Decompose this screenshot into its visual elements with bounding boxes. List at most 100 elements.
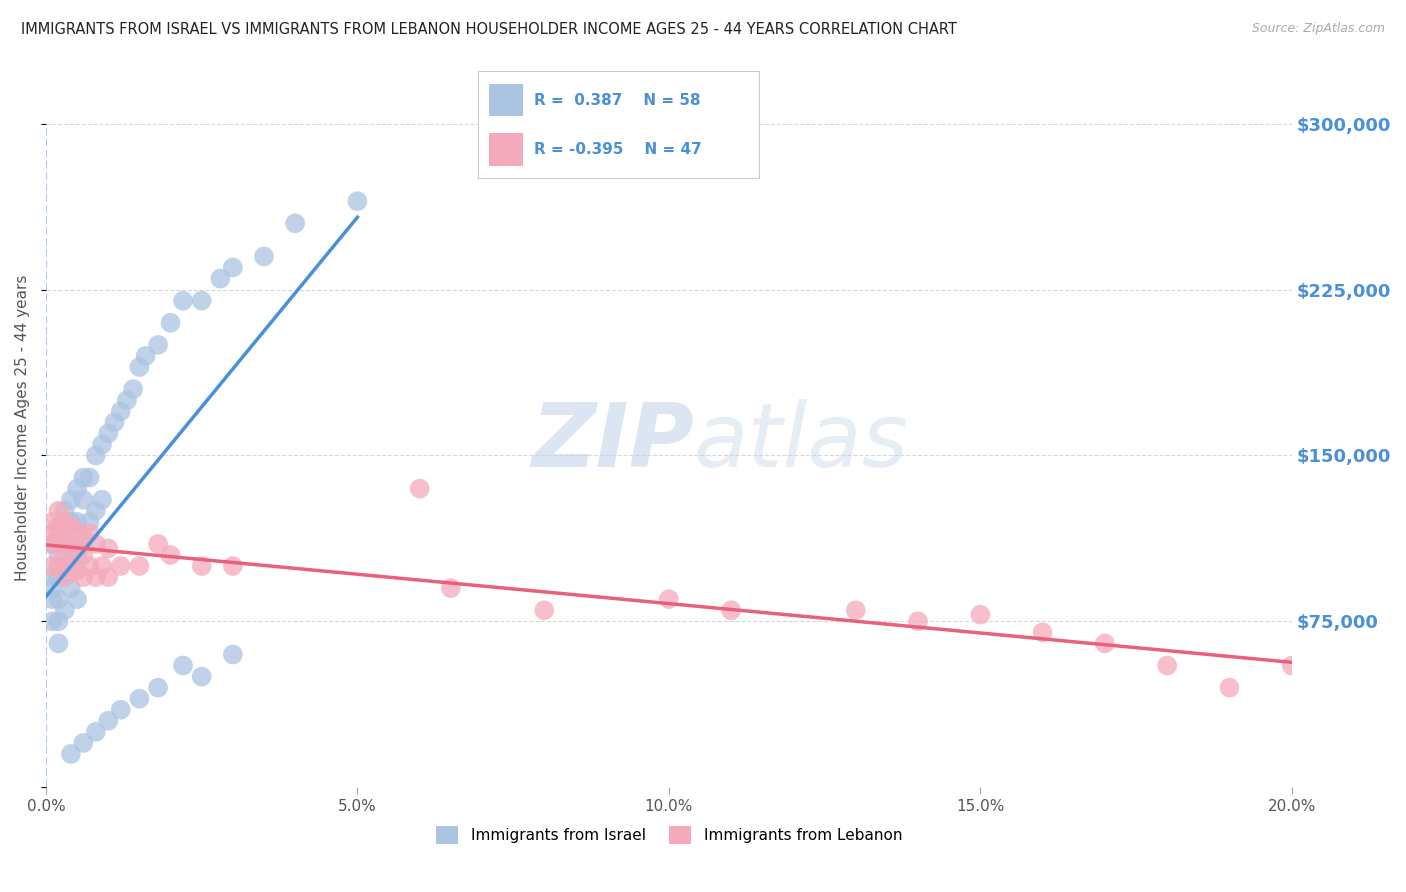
Point — [79, 470, 101, 484]
Point — [53, 570, 76, 584]
Point — [128, 691, 150, 706]
Point — [41, 581, 63, 595]
Point — [79, 559, 101, 574]
Point — [146, 537, 169, 551]
Point — [48, 570, 70, 584]
Point — [66, 548, 89, 562]
Point — [84, 449, 107, 463]
Point — [72, 470, 94, 484]
Point — [72, 548, 94, 562]
Point — [658, 592, 681, 607]
Point — [66, 564, 89, 578]
Point — [209, 271, 232, 285]
Point — [48, 592, 70, 607]
Point — [53, 559, 76, 574]
Point — [72, 492, 94, 507]
Point — [41, 570, 63, 584]
Point — [222, 648, 245, 662]
Point — [41, 537, 63, 551]
Point — [59, 581, 82, 595]
Point — [159, 316, 181, 330]
Point — [128, 359, 150, 374]
Point — [59, 515, 82, 529]
Point — [110, 404, 132, 418]
Point — [1281, 658, 1303, 673]
Point — [59, 519, 82, 533]
Point — [84, 537, 107, 551]
Point — [59, 537, 82, 551]
Point — [48, 519, 70, 533]
Point — [41, 515, 63, 529]
Point — [48, 636, 70, 650]
Point — [97, 714, 120, 728]
Point — [41, 537, 63, 551]
Point — [66, 515, 89, 529]
Text: ZIP: ZIP — [531, 399, 693, 486]
Point — [84, 570, 107, 584]
Point — [84, 724, 107, 739]
Point — [53, 504, 76, 518]
Point — [969, 607, 991, 622]
Point — [72, 537, 94, 551]
Point — [146, 338, 169, 352]
Point — [1218, 681, 1240, 695]
Text: R =  0.387    N = 58: R = 0.387 N = 58 — [534, 93, 702, 108]
Point — [409, 482, 432, 496]
Point — [48, 525, 70, 540]
Point — [190, 293, 212, 308]
Point — [190, 670, 212, 684]
Point — [440, 581, 463, 595]
Point — [97, 570, 120, 584]
Point — [53, 603, 76, 617]
Point — [253, 250, 276, 264]
Point — [41, 525, 63, 540]
Point — [41, 615, 63, 629]
Point — [845, 603, 868, 617]
Point — [190, 559, 212, 574]
Point — [1156, 658, 1178, 673]
Point — [172, 293, 194, 308]
Point — [53, 533, 76, 547]
Point — [48, 548, 70, 562]
Point — [97, 541, 120, 556]
Point — [122, 382, 145, 396]
Point — [91, 492, 114, 507]
Point — [1032, 625, 1054, 640]
Point — [91, 437, 114, 451]
Point — [1094, 636, 1116, 650]
Text: IMMIGRANTS FROM ISRAEL VS IMMIGRANTS FROM LEBANON HOUSEHOLDER INCOME AGES 25 - 4: IMMIGRANTS FROM ISRAEL VS IMMIGRANTS FRO… — [21, 22, 957, 37]
Point — [66, 541, 89, 556]
Point — [59, 492, 82, 507]
Point — [48, 537, 70, 551]
Point — [66, 525, 89, 540]
Point — [135, 349, 157, 363]
Point — [53, 525, 76, 540]
Point — [128, 559, 150, 574]
Point — [59, 747, 82, 761]
Point — [53, 548, 76, 562]
Point — [533, 603, 555, 617]
Point — [48, 615, 70, 629]
Point — [48, 504, 70, 518]
Point — [72, 736, 94, 750]
Point — [115, 393, 138, 408]
Point — [146, 681, 169, 695]
Point — [907, 615, 929, 629]
Point — [284, 216, 307, 230]
Text: atlas: atlas — [693, 400, 908, 485]
Y-axis label: Householder Income Ages 25 - 44 years: Householder Income Ages 25 - 44 years — [15, 275, 30, 581]
Point — [222, 559, 245, 574]
Point — [91, 559, 114, 574]
Point — [41, 592, 63, 607]
Point — [59, 559, 82, 574]
Point — [720, 603, 742, 617]
Point — [172, 658, 194, 673]
Legend: Immigrants from Israel, Immigrants from Lebanon: Immigrants from Israel, Immigrants from … — [436, 825, 903, 844]
Point — [97, 426, 120, 441]
Point — [110, 703, 132, 717]
Point — [59, 537, 82, 551]
Point — [72, 570, 94, 584]
Point — [66, 592, 89, 607]
Bar — [489, 134, 523, 166]
Point — [41, 559, 63, 574]
